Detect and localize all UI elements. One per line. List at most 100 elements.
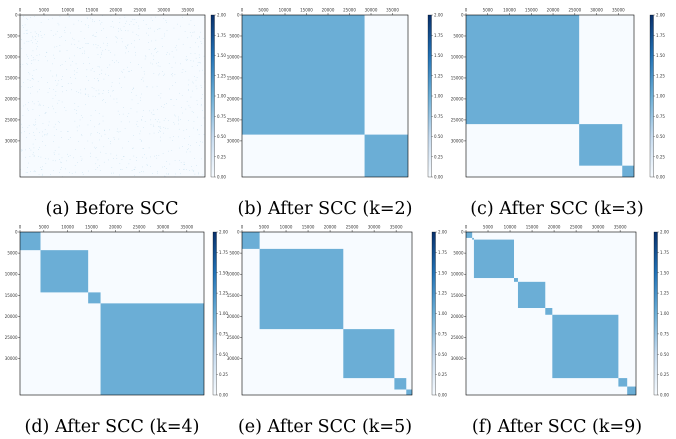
y-tick-label: 25000 xyxy=(451,335,464,340)
colorbar-tick-label: 0.50 xyxy=(217,134,226,139)
scatter-point xyxy=(197,103,198,105)
scatter-point xyxy=(138,25,140,27)
scatter-point xyxy=(159,65,161,67)
scatter-point xyxy=(33,124,34,126)
scatter-point xyxy=(22,16,24,17)
scatter-point xyxy=(169,137,171,139)
panel-caption: (e) After SCC (k=5) xyxy=(238,417,412,437)
scatter-point xyxy=(146,157,147,159)
scatter-point xyxy=(188,89,189,90)
scatter-point xyxy=(88,57,89,58)
scatter-point xyxy=(80,92,82,94)
scatter-point xyxy=(193,112,194,113)
scatter-point xyxy=(122,71,123,73)
scatter-point xyxy=(58,146,60,148)
scatter-point xyxy=(143,148,144,150)
scatter-point xyxy=(82,47,84,48)
diagonal-block-5 xyxy=(517,281,546,309)
scatter-point xyxy=(126,167,128,169)
scatter-point xyxy=(190,145,191,146)
scatter-point xyxy=(46,134,48,136)
scatter-point xyxy=(57,121,59,122)
scatter-point xyxy=(80,48,81,49)
scatter-point xyxy=(27,108,28,110)
scatter-point xyxy=(53,126,55,128)
scatter-point xyxy=(192,32,194,33)
scatter-point xyxy=(27,167,28,168)
y-tick-label: 10000 xyxy=(227,272,240,277)
diagonal-block-1 xyxy=(242,232,260,249)
scatter-point xyxy=(113,172,114,174)
scatter-point xyxy=(70,32,71,34)
scatter-point xyxy=(193,31,195,33)
scatter-point xyxy=(96,32,97,33)
x-tick-label: 0 xyxy=(241,225,244,230)
scatter-point xyxy=(58,153,60,155)
diagonal-block-8 xyxy=(618,378,628,387)
scatter-point xyxy=(86,69,88,71)
scatter-point xyxy=(36,48,37,50)
scatter-point xyxy=(183,168,185,170)
scatter-point xyxy=(52,63,53,65)
scatter-point xyxy=(74,165,76,166)
x-tick-label: 30000 xyxy=(592,225,605,230)
scatter-point xyxy=(155,47,157,49)
y-tick-label: 15000 xyxy=(227,293,240,298)
scatter-point xyxy=(62,91,63,93)
scatter-point xyxy=(105,153,107,154)
scatter-point xyxy=(44,129,46,130)
y-tick-label: 20000 xyxy=(451,314,464,319)
y-tick-label: 15000 xyxy=(451,75,464,80)
scatter-point xyxy=(135,94,137,96)
scatter-point xyxy=(127,66,128,68)
scatter-point xyxy=(188,79,190,81)
scatter-point xyxy=(135,157,137,158)
scatter-point xyxy=(105,102,106,103)
scatter-point xyxy=(157,108,158,110)
x-tick-label: 10000 xyxy=(62,8,75,13)
scatter-point xyxy=(119,82,120,84)
scatter-point xyxy=(171,51,173,52)
colorbar-tick-label: 2.00 xyxy=(217,13,226,18)
scatter-point xyxy=(101,21,103,23)
scatter-point xyxy=(99,66,100,68)
scatter-point xyxy=(135,54,136,56)
scatter-point xyxy=(174,114,175,116)
scatter-point xyxy=(27,56,28,57)
scatter-point xyxy=(81,160,82,161)
scatter-point xyxy=(41,77,42,78)
x-tick-label: 5000 xyxy=(259,225,270,230)
diagonal-block-3 xyxy=(622,165,634,177)
scatter-point xyxy=(163,119,165,121)
scatter-point xyxy=(133,169,135,170)
scatter-point xyxy=(181,72,183,73)
scatter-point xyxy=(127,30,129,32)
colorbar-tick-label: 1.00 xyxy=(219,311,228,316)
scatter-point xyxy=(94,78,95,79)
y-tick-label: 0 xyxy=(237,230,240,235)
scatter-point xyxy=(52,98,54,100)
x-tick-label: 0 xyxy=(19,225,22,230)
scatter-point xyxy=(116,98,118,100)
scatter-point xyxy=(178,38,180,40)
scatter-point xyxy=(30,87,32,88)
scatter-point xyxy=(99,170,101,171)
heatmap-frame xyxy=(241,14,409,178)
scatter-point xyxy=(133,24,135,26)
scatter-point xyxy=(42,123,44,124)
scatter-point xyxy=(159,121,161,123)
colorbar-tick-label: 1.50 xyxy=(656,53,665,58)
scatter-point xyxy=(24,24,26,26)
scatter-point xyxy=(106,45,108,47)
scatter-point xyxy=(193,127,194,129)
scatter-point xyxy=(187,37,189,39)
scatter-point xyxy=(157,65,159,67)
scatter-point xyxy=(123,26,125,27)
scatter-point xyxy=(100,23,101,25)
scatter-point xyxy=(56,129,57,130)
scatter-point xyxy=(93,146,95,148)
scatter-point xyxy=(40,22,42,23)
scatter-point xyxy=(141,119,142,120)
scatter-point xyxy=(35,124,37,125)
scatter-point xyxy=(82,171,83,173)
